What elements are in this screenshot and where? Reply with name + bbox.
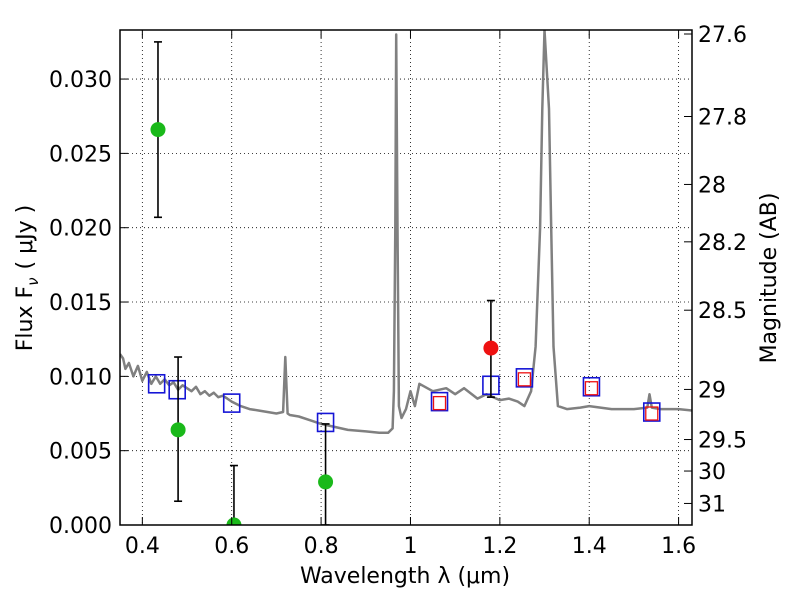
- y-axis-label-main: Flux F: [13, 286, 38, 351]
- red-band-square: [584, 381, 599, 396]
- y2-tick-label: 29.5: [698, 429, 747, 454]
- green-detection-point: [170, 422, 186, 438]
- x-tick-label: 0.8: [304, 534, 339, 559]
- green-detection-point: [318, 474, 334, 490]
- y2-tick-label: 29: [698, 378, 726, 403]
- y-tick-label: 0.000: [49, 514, 112, 539]
- blue-band-square: [582, 376, 601, 397]
- y-tick-label: 0.005: [49, 440, 112, 465]
- red-band-square: [645, 406, 659, 421]
- x-tick-label: 1: [403, 534, 417, 559]
- x-tick-label: 1.2: [482, 534, 517, 559]
- y-tick-label: 0.030: [49, 68, 112, 93]
- red-band-square: [517, 372, 532, 387]
- y-tick-label: 0.025: [49, 142, 112, 167]
- y2-axis-label: Magnitude (AB): [757, 193, 782, 364]
- x-tick-label: 1.6: [661, 534, 696, 559]
- y-axis-label: Flux Fν ( μJy ): [13, 205, 42, 351]
- y-axis-label-unit: ( μJy ): [13, 205, 38, 270]
- y2-tick-label: 30: [698, 460, 726, 485]
- blue-band-square: [430, 391, 449, 412]
- y2-tick-label: 28: [698, 173, 726, 198]
- x-tick-label: 1.4: [572, 534, 607, 559]
- plot-area: [120, 30, 692, 525]
- blue-band-square: [147, 373, 166, 394]
- red-band-square: [432, 395, 447, 411]
- y-tick-label: 0.010: [49, 365, 112, 390]
- blue-band-square: [642, 402, 661, 422]
- y2-tick-label: 27.6: [698, 23, 747, 48]
- y2-tick-label: 31: [698, 492, 726, 517]
- blue-band-square: [222, 393, 241, 413]
- y-tick-label: 0.015: [49, 291, 112, 316]
- y2-tick-label: 28.2: [698, 231, 747, 256]
- green-detection-point: [150, 122, 166, 138]
- axis-ticks: 0.4 0.6 0.8 1 1.2 1.4 1.6 0.000 0.005 0.010 0.015 0…: [49, 23, 747, 559]
- blue-band-square: [515, 368, 534, 388]
- blue-band-square: [168, 379, 186, 400]
- x-axis-label: Wavelength λ (μm): [300, 564, 510, 589]
- green-detection-point: [226, 517, 242, 525]
- x-tick-label: 0.6: [214, 534, 249, 559]
- y-tick-label: 0.020: [49, 217, 112, 242]
- y2-tick-label: 27.8: [698, 106, 747, 131]
- plot-frame: [119, 29, 693, 526]
- x-tick-label: 0.4: [125, 534, 160, 559]
- y2-tick-label: 28.5: [698, 299, 747, 324]
- y-axis-label-sub: ν: [24, 277, 42, 285]
- red-detection-point: [483, 340, 499, 356]
